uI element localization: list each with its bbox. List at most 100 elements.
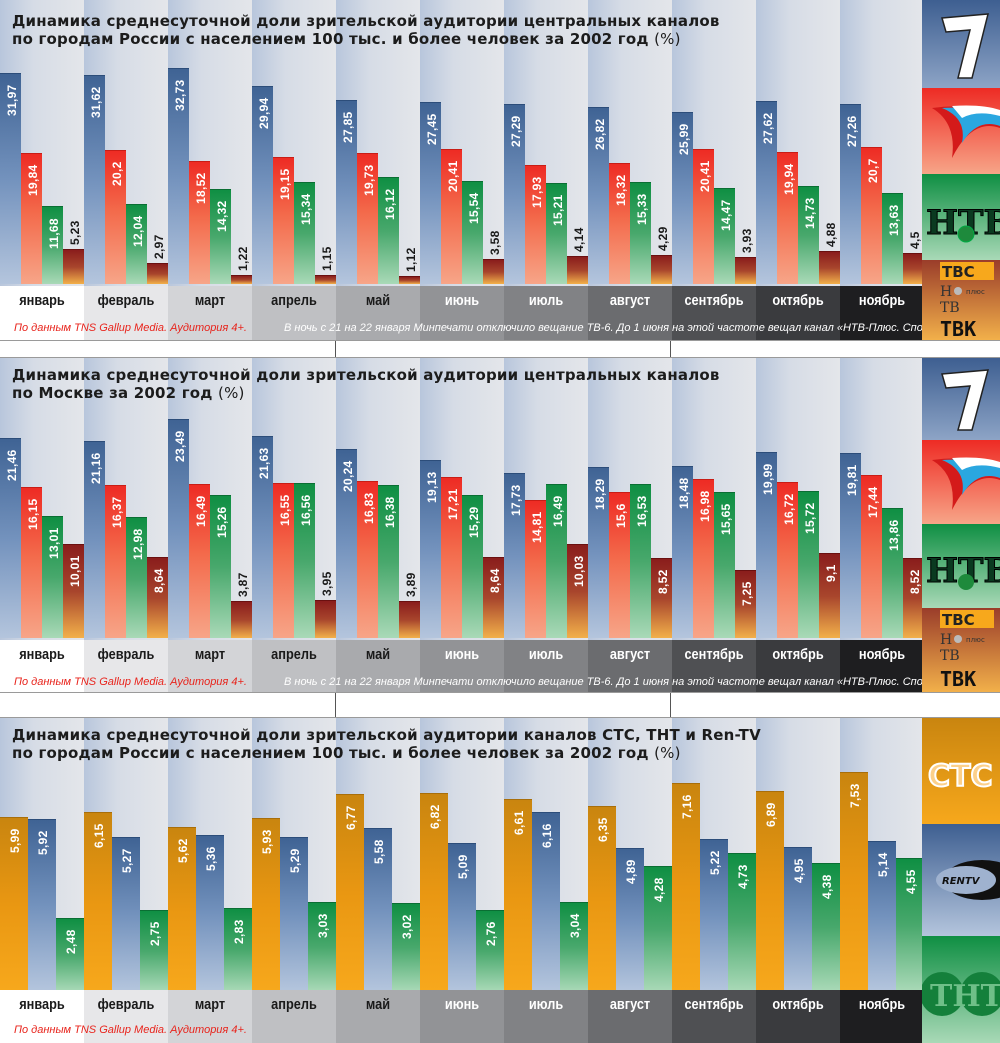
bar [252,818,280,991]
bar [294,483,315,638]
data-label: 20,41 [697,160,712,192]
month-axis: январь февраль март апрель май июнь июль август… [0,286,924,340]
data-label: 16,72 [781,493,796,525]
bar [147,557,168,638]
data-label: 8,64 [151,568,166,593]
data-label: 16,98 [697,490,712,522]
bar [336,794,364,991]
month-cell [336,640,420,694]
bar [126,204,147,284]
month-cell [84,286,168,340]
bar [693,479,714,638]
bar [399,601,420,638]
month-label: январь [19,996,65,1013]
month-label: июль [528,292,564,309]
data-label: 1,12 [403,247,418,272]
data-label: 4,95 [792,858,806,883]
russia-logo [922,440,1000,524]
month-label: август [609,646,651,663]
data-label: 3,58 [487,230,502,255]
channel1-icon [941,369,990,431]
svg-text:Н: Н [940,632,952,648]
month-label: февраль [97,292,155,309]
data-label: 4,29 [655,226,670,251]
data-label: 21,16 [88,452,103,484]
month-label: май [365,292,391,309]
svg-text:плюс: плюс [966,636,985,644]
bar [84,75,105,284]
bar [714,188,735,284]
data-label: 2,76 [484,921,498,946]
data-label: 8,52 [907,569,922,594]
month-cell [588,990,672,1043]
notes-row: По данным TNS Gallup Media. Аудитория 4+… [0,1018,922,1042]
data-label: 6,77 [344,805,358,830]
month-cell [672,990,756,1043]
month-label: август [609,996,651,1013]
bar [903,253,924,284]
month-cell [0,990,84,1043]
bar [231,601,252,638]
bar [588,806,616,991]
chart-title: Динамика среднесуточной доли зрительской… [12,12,912,48]
bar [364,828,392,991]
tnt-icon: ТНТ [922,972,1000,1016]
chart-unit: (%) [654,744,681,762]
data-label: 32,73 [172,79,187,111]
data-label: 18,52 [193,172,208,204]
data-label: 20,2 [109,161,124,186]
data-label: 27,29 [508,115,523,147]
bar [42,206,63,284]
chart-title-line1: Динамика среднесуточной доли зрительской… [12,12,720,30]
bar [462,181,483,284]
data-label: 5,92 [36,830,50,855]
svg-text:плюс: плюс [966,288,985,296]
data-label: 1,22 [235,246,250,271]
bar [420,793,448,991]
panel-divider [0,340,1000,358]
data-label: 17,21 [445,488,460,520]
bar [861,147,882,284]
bar [672,783,700,991]
data-label: 27,45 [424,113,439,145]
bar [126,517,147,638]
sts-icon: СТС [927,758,994,795]
data-label: 16,49 [550,495,565,527]
data-label: 14,81 [529,511,544,543]
bar [616,848,644,991]
month-cell [252,640,336,694]
bar [798,491,819,638]
bar [105,485,126,638]
data-label: 5,23 [67,220,82,245]
data-label: 14,32 [214,200,229,232]
data-label: 15,26 [214,506,229,538]
month-cell [252,286,336,340]
ntv-icon: НТВ [926,203,1000,244]
russia-flag-swoosh-icon [932,457,1000,510]
bar [441,149,462,284]
bar [567,256,588,284]
tvs-ntvplus-tvk-icon: ТВС Н плюс ТВ ТВК [940,610,994,691]
bar [336,449,357,638]
bar [168,419,189,638]
data-label: 15,6 [613,503,628,528]
bar [525,500,546,638]
bar [784,847,812,991]
chart-title-line2: по Москве за 2002 год [12,384,213,402]
data-label: 5,14 [876,852,890,877]
bar [21,487,42,638]
data-label: 15,72 [802,502,817,534]
data-label: 4,28 [652,877,666,902]
bar [728,853,756,991]
month-label: апрель [271,292,317,309]
month-label: февраль [97,646,155,663]
bar [546,183,567,284]
chart-panel-sts-tnt-rentv: Динамика среднесуточной доли зрительской… [0,718,1000,1043]
bar [273,157,294,284]
data-label: 16,83 [361,492,376,524]
chart-title: Динамика среднесуточной доли зрительской… [12,726,912,762]
month-label: сентябрь [684,292,744,309]
bar [308,902,336,991]
month-label: июнь [444,292,480,309]
data-label: 5,27 [120,848,134,873]
